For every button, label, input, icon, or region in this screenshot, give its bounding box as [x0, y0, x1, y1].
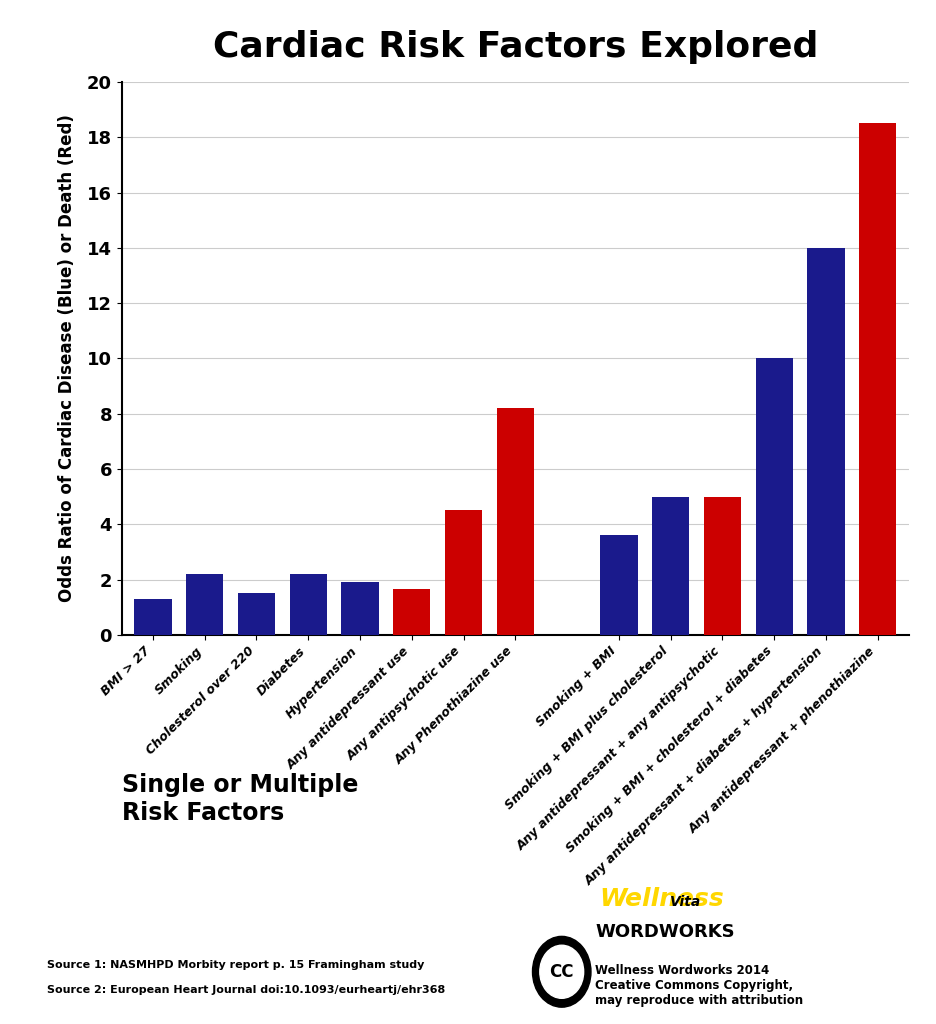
- Circle shape: [532, 936, 591, 1008]
- Text: Single or Multiple
Risk Factors: Single or Multiple Risk Factors: [122, 773, 358, 824]
- Bar: [858, 123, 896, 635]
- Text: WORDWORKS: WORDWORKS: [594, 923, 734, 941]
- Text: CC: CC: [548, 963, 574, 981]
- Bar: [651, 497, 689, 635]
- Text: Source 1: NASMHPD Morbity report p. 15 Framingham study: Source 1: NASMHPD Morbity report p. 15 F…: [47, 959, 424, 970]
- Bar: [186, 574, 223, 635]
- Bar: [134, 599, 171, 635]
- Bar: [754, 358, 792, 635]
- Bar: [445, 510, 482, 635]
- Text: Wellness: Wellness: [599, 887, 724, 911]
- Bar: [289, 574, 327, 635]
- Text: Vita: Vita: [669, 895, 700, 909]
- Bar: [703, 497, 740, 635]
- Bar: [600, 536, 636, 635]
- Bar: [393, 589, 430, 635]
- Title: Cardiac Risk Factors Explored: Cardiac Risk Factors Explored: [212, 30, 817, 63]
- Bar: [341, 583, 378, 635]
- Y-axis label: Odds Ratio of Cardiac Disease (Blue) or Death (Red): Odds Ratio of Cardiac Disease (Blue) or …: [58, 115, 76, 602]
- Bar: [238, 594, 275, 635]
- Bar: [807, 248, 843, 635]
- Text: Wellness Wordworks 2014
Creative Commons Copyright,
may reproduce with attributi: Wellness Wordworks 2014 Creative Commons…: [594, 964, 802, 1007]
- Bar: [496, 409, 534, 635]
- Text: Source 2: European Heart Journal doi:10.1093/eurheartj/ehr368: Source 2: European Heart Journal doi:10.…: [47, 985, 445, 995]
- Circle shape: [539, 945, 583, 998]
